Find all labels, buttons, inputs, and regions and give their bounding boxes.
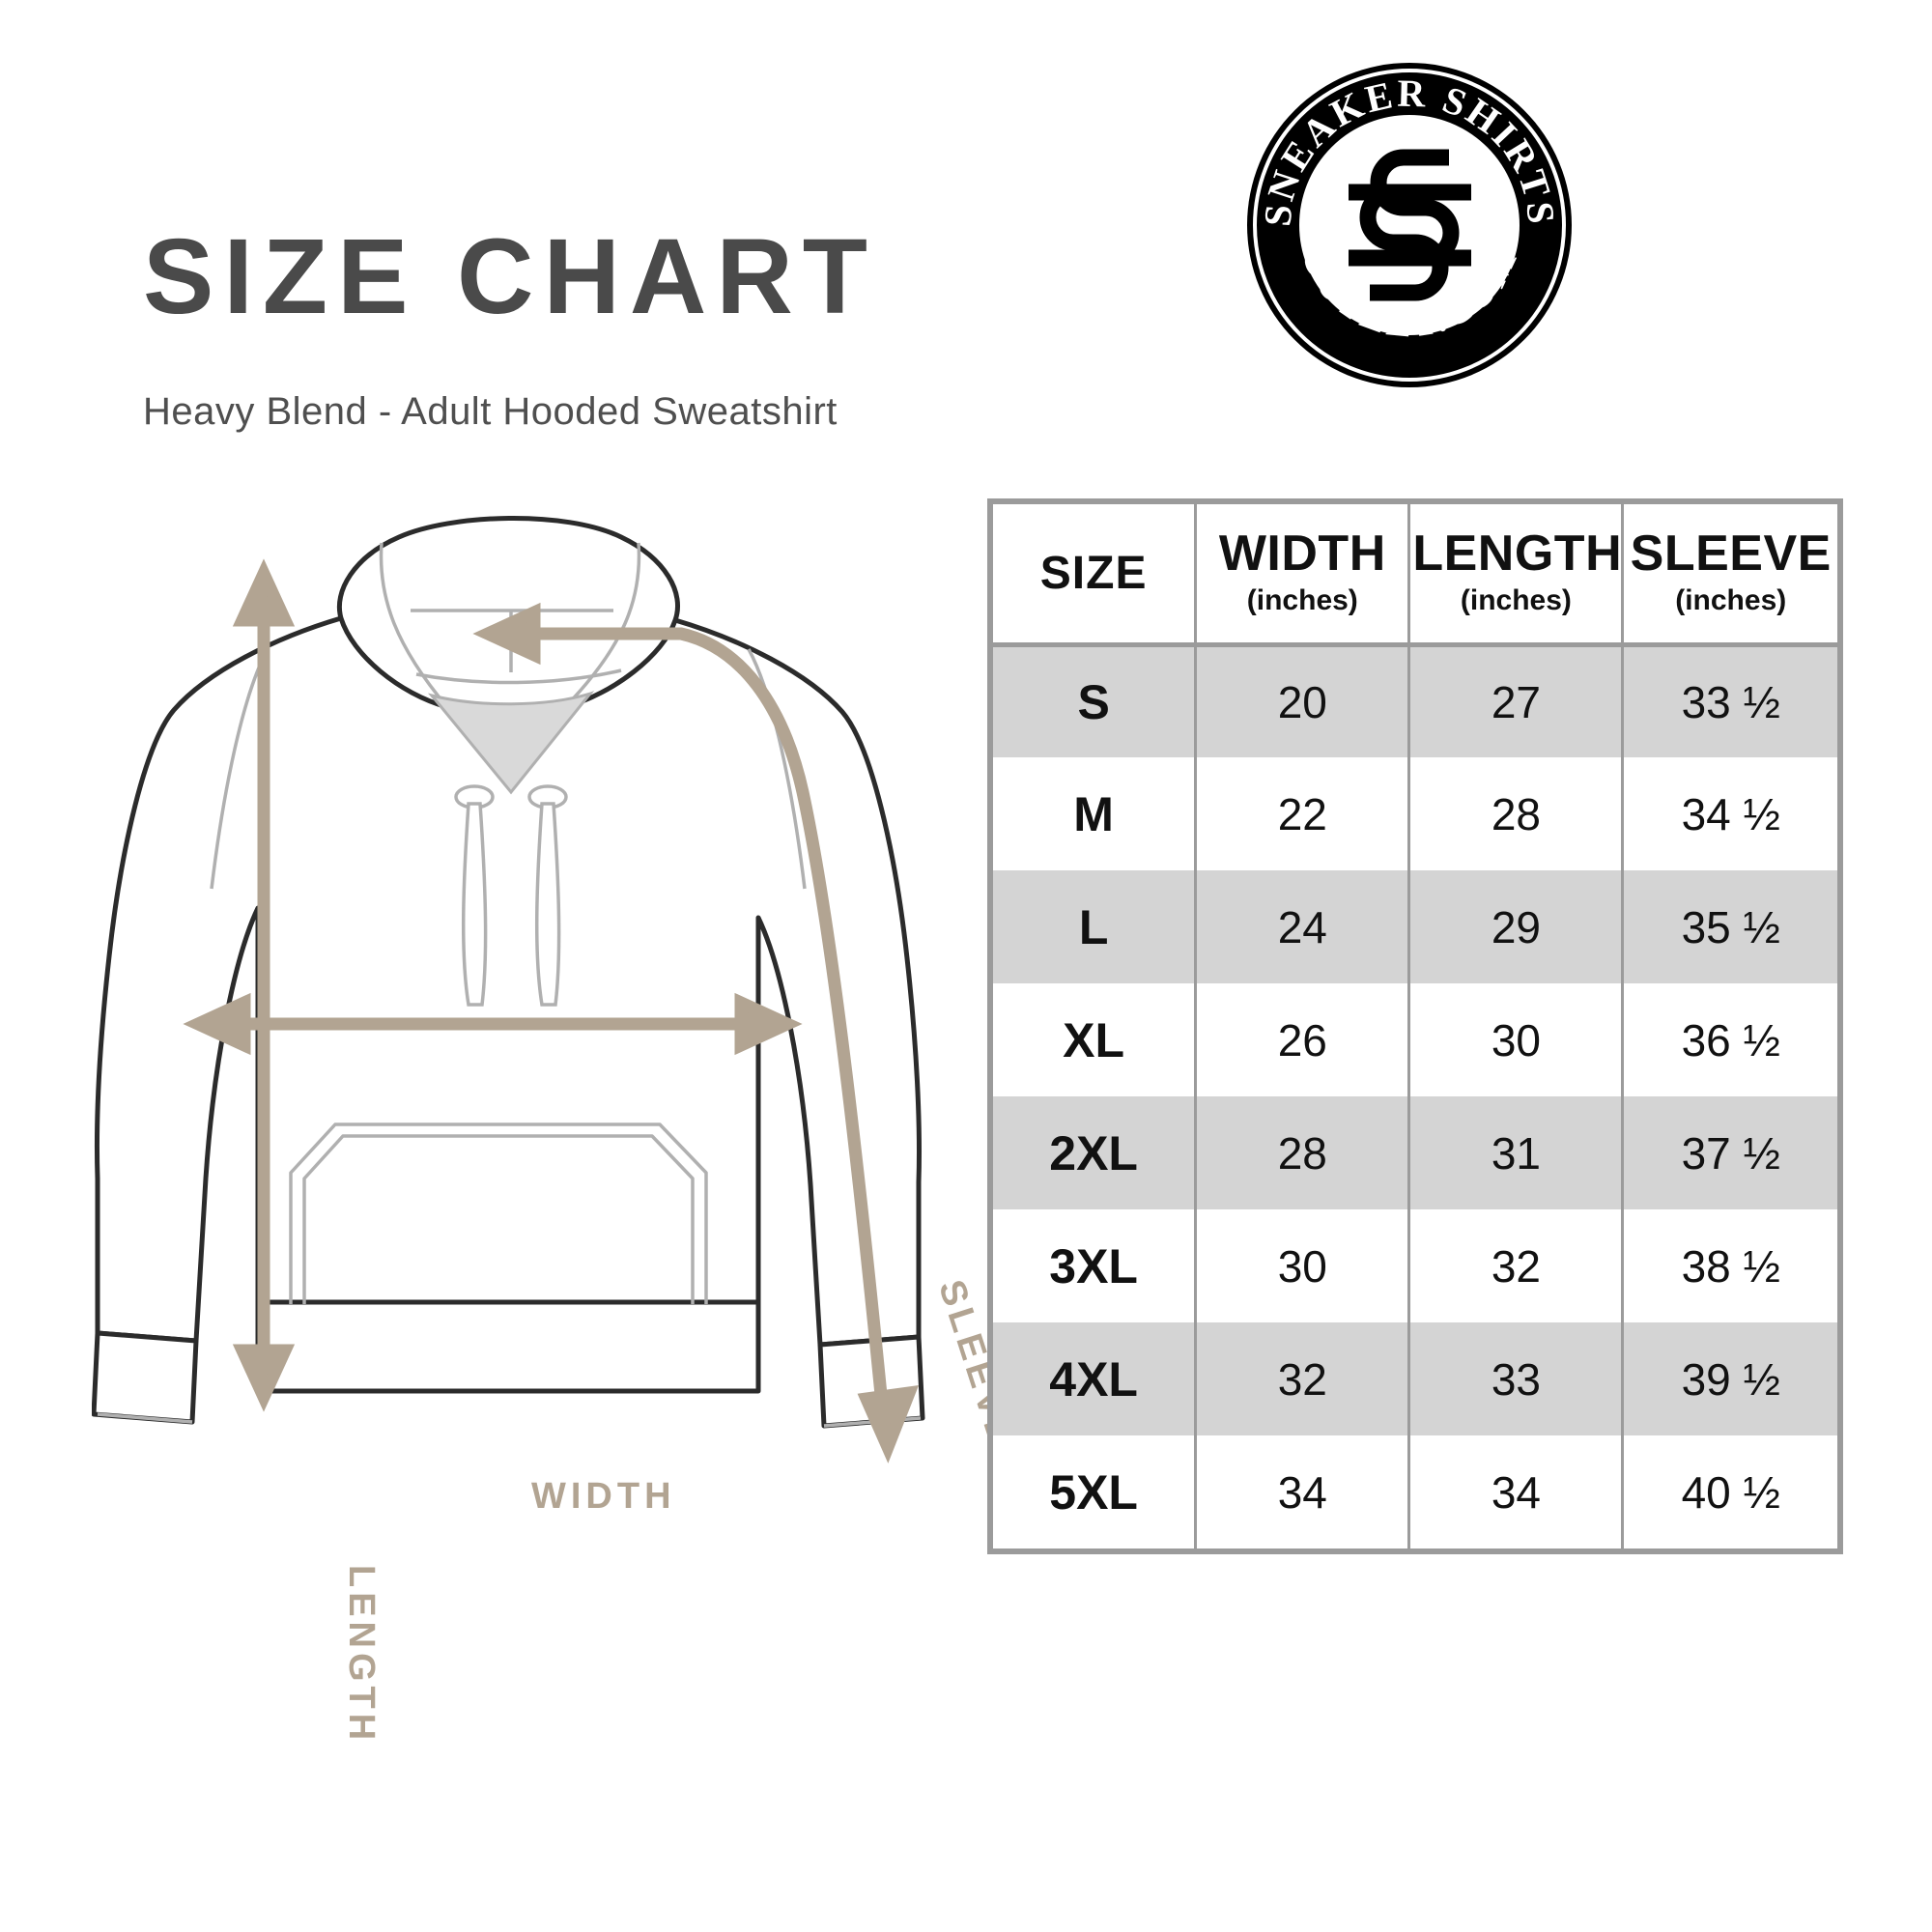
table-row: 3XL 30 32 38 ½ (993, 1209, 1837, 1322)
hood-panel-right (563, 542, 641, 709)
hood-seam-lower (415, 668, 622, 685)
cell-sleeve: 37 ½ (1621, 1096, 1837, 1209)
table-row: S 20 27 33 ½ (993, 644, 1837, 757)
page-subtitle: Heavy Blend - Adult Hooded Sweatshirt (143, 390, 838, 433)
column-header-width-unit: (inches) (1246, 583, 1358, 616)
sleeve-arrow-head-neck (472, 602, 541, 666)
cell-sleeve: 36 ½ (1621, 983, 1837, 1096)
width-dimension-label: WIDTH (531, 1476, 676, 1517)
neck-opening-triangle (427, 691, 595, 795)
logo-inner-disc (1295, 111, 1523, 339)
cell-sleeve: 33 ½ (1621, 644, 1837, 757)
table-header-row: SIZE WIDTH (inches) LENGTH (inches) SLEE… (993, 504, 1837, 647)
length-arrow-head-bottom (232, 1344, 296, 1412)
hood-panel-left (379, 542, 449, 709)
cell-width: 22 (1194, 757, 1411, 870)
cell-size: 2XL (993, 1096, 1198, 1209)
table-row: L 24 29 35 ½ (993, 870, 1837, 983)
table-row: 2XL 28 31 37 ½ (993, 1096, 1837, 1209)
cell-length: 31 (1407, 1096, 1625, 1209)
cell-length: 29 (1407, 870, 1625, 983)
logo-outer-ring-line (1253, 69, 1566, 382)
cell-width: 24 (1194, 870, 1411, 983)
cell-sleeve: 35 ½ (1621, 870, 1837, 983)
cell-width: 34 (1194, 1435, 1411, 1548)
cell-size: 4XL (993, 1322, 1198, 1435)
logo-inner-ring-line (1292, 107, 1527, 343)
cell-length: 34 (1407, 1435, 1625, 1548)
cell-size: L (993, 870, 1198, 983)
title-block: SIZE CHART Heavy Blend - Adult Hooded Sw… (143, 224, 935, 434)
brand-logo: SNEAKER SHIRTS OUTLET.COM (1244, 60, 1575, 390)
column-header-length: LENGTH (inches) (1407, 504, 1625, 647)
cell-size: XL (993, 983, 1198, 1096)
size-table: SIZE WIDTH (inches) LENGTH (inches) SLEE… (987, 498, 1843, 1554)
drawstring-left (461, 802, 488, 1007)
column-header-sleeve-unit: (inches) (1675, 583, 1787, 616)
width-arrow-head-left (183, 992, 251, 1056)
shoulder-seam-right (747, 648, 807, 890)
column-header-width: WIDTH (inches) (1194, 504, 1411, 647)
column-header-length-unit: (inches) (1460, 583, 1572, 616)
column-header-size: SIZE (993, 504, 1198, 647)
column-header-sleeve: SLEEVE (inches) (1621, 504, 1837, 647)
hoodie-cuff-left (92, 1330, 199, 1425)
pocket-outline-inner (302, 1134, 695, 1304)
cell-size: S (993, 644, 1198, 757)
column-header-sleeve-label: SLEEVE (1630, 526, 1832, 582)
cell-sleeve: 39 ½ (1621, 1322, 1837, 1435)
column-header-length-label: LENGTH (1412, 526, 1623, 582)
cell-length: 28 (1407, 757, 1625, 870)
logo-monogram-ss (1349, 149, 1471, 301)
table-row: 4XL 32 33 39 ½ (993, 1322, 1837, 1435)
hoodie-illustration: WIDTH LENGTH SLEEVE (92, 502, 1023, 1745)
table-row: M 22 28 34 ½ (993, 757, 1837, 870)
width-arrow-head-right (734, 992, 803, 1056)
cell-length: 27 (1407, 644, 1625, 757)
cell-sleeve: 38 ½ (1621, 1209, 1837, 1322)
cell-length: 32 (1407, 1209, 1625, 1322)
cell-width: 30 (1194, 1209, 1411, 1322)
cell-size: M (993, 757, 1198, 870)
cell-size: 3XL (993, 1209, 1198, 1322)
cell-width: 26 (1194, 983, 1411, 1096)
cell-width: 20 (1194, 644, 1411, 757)
pocket-outline-outer (289, 1122, 708, 1304)
cell-length: 33 (1407, 1322, 1625, 1435)
table-row: XL 26 30 36 ½ (993, 983, 1837, 1096)
length-dimension-label: LENGTH (341, 1565, 382, 1746)
cell-width: 32 (1194, 1322, 1411, 1435)
column-header-width-label: WIDTH (1218, 526, 1386, 582)
sleeve-arrow-head-cuff (857, 1385, 920, 1463)
cell-sleeve: 34 ½ (1621, 757, 1837, 870)
length-arrow-head-top (232, 558, 296, 627)
cell-sleeve: 40 ½ (1621, 1435, 1837, 1548)
drawstring-right (534, 802, 561, 1007)
sleeve-arrow-line (528, 627, 889, 1406)
cell-length: 30 (1407, 983, 1625, 1096)
cell-size: 5XL (993, 1435, 1198, 1548)
column-header-size-label: SIZE (1039, 547, 1148, 599)
page-title: SIZE CHART (143, 217, 877, 336)
table-row: 5XL 34 34 40 ½ (993, 1435, 1837, 1548)
hoodie-waistband (255, 1299, 761, 1394)
cell-width: 28 (1194, 1096, 1411, 1209)
cuff-line-left (97, 1412, 193, 1424)
